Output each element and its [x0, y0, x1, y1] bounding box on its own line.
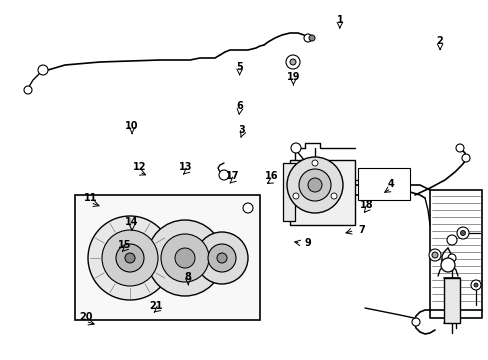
Circle shape: [88, 216, 172, 300]
Bar: [443, 278, 459, 323]
Circle shape: [473, 283, 477, 287]
Text: 20: 20: [79, 312, 92, 322]
Circle shape: [207, 244, 236, 272]
Text: 1: 1: [336, 15, 343, 25]
Circle shape: [102, 230, 158, 286]
Text: 18: 18: [359, 200, 373, 210]
Bar: [357, 168, 409, 200]
Text: 21: 21: [149, 301, 163, 311]
Text: 15: 15: [118, 240, 131, 250]
Circle shape: [446, 235, 456, 245]
Circle shape: [330, 193, 336, 199]
Text: 17: 17: [225, 171, 239, 181]
Text: 8: 8: [184, 272, 191, 282]
Circle shape: [292, 193, 298, 199]
Text: 3: 3: [238, 125, 245, 135]
Circle shape: [219, 170, 228, 180]
Text: 19: 19: [286, 72, 300, 82]
Text: 9: 9: [304, 238, 311, 248]
Circle shape: [460, 230, 465, 235]
Circle shape: [447, 254, 455, 262]
Circle shape: [304, 34, 311, 42]
Circle shape: [147, 220, 223, 296]
Circle shape: [290, 143, 301, 153]
Bar: [75, 195, 260, 320]
Text: 10: 10: [125, 121, 139, 131]
Circle shape: [125, 253, 135, 263]
Circle shape: [298, 169, 330, 201]
Circle shape: [217, 235, 226, 245]
Circle shape: [161, 234, 208, 282]
Circle shape: [440, 258, 454, 272]
Circle shape: [470, 280, 480, 290]
Circle shape: [455, 144, 463, 152]
Circle shape: [243, 203, 252, 213]
Circle shape: [411, 318, 419, 326]
Circle shape: [456, 227, 468, 239]
Circle shape: [24, 86, 32, 94]
Circle shape: [307, 178, 321, 192]
Text: 12: 12: [132, 162, 146, 172]
Bar: [289, 160, 354, 225]
Circle shape: [311, 160, 317, 166]
Circle shape: [289, 59, 295, 65]
Circle shape: [431, 252, 437, 258]
Circle shape: [196, 232, 247, 284]
Text: 7: 7: [358, 225, 365, 235]
Circle shape: [285, 55, 299, 69]
Circle shape: [116, 244, 143, 272]
Circle shape: [217, 253, 226, 263]
Text: 6: 6: [236, 101, 243, 111]
Circle shape: [461, 154, 469, 162]
Text: 16: 16: [264, 171, 278, 181]
Bar: [429, 190, 481, 310]
Text: 11: 11: [83, 193, 97, 203]
Circle shape: [308, 35, 314, 41]
Circle shape: [286, 157, 342, 213]
Text: 2: 2: [436, 36, 443, 46]
Circle shape: [38, 65, 48, 75]
Circle shape: [175, 248, 195, 268]
Bar: [283, 163, 294, 221]
Circle shape: [428, 249, 440, 261]
Text: 5: 5: [236, 62, 243, 72]
Text: 13: 13: [179, 162, 192, 172]
Text: 14: 14: [125, 217, 139, 228]
Text: 4: 4: [387, 179, 394, 189]
